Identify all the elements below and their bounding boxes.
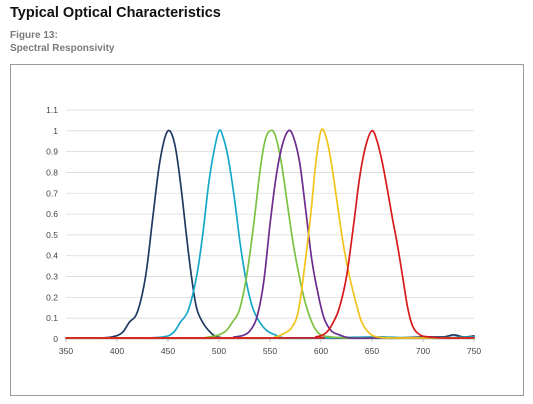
series-line-4 [65,129,475,340]
figure-title: Spectral Responsivity [10,43,115,54]
x-tick-label: 350 [59,346,73,356]
y-tick-label: 0.1 [46,313,58,323]
y-tick-label: 0.4 [46,251,58,261]
figure-number: Figure 13: [10,30,58,41]
x-tick-label: 700 [416,346,430,356]
series-line-6 [65,129,475,339]
grid-lines [66,109,474,319]
x-tick-label: 650 [365,346,379,356]
x-tick-label: 500 [212,346,226,356]
page-heading: Typical Optical Characteristics [10,5,221,21]
x-tick-label: 750 [467,346,481,356]
y-tick-label: 0.3 [46,272,58,282]
series-line-2 [65,129,475,340]
y-tick-label: 0.7 [46,188,58,198]
spectral-responsivity-chart: 0 0.1 0.2 0.3 0.4 0.5 0.6 0.7 0.8 0.9 1 1.1 350 400 45… [46,105,481,356]
x-tick-label: 600 [314,346,328,356]
y-tick-label: 0.6 [46,209,58,219]
y-tick-label: 0.5 [46,230,58,240]
series-line-3 [65,129,475,339]
tick-labels: 0 0.1 0.2 0.3 0.4 0.5 0.6 0.7 0.8 0.9 1 1.1 350 400 45… [46,105,481,356]
y-tick-label: 0.2 [46,292,58,302]
series-line-5 [65,128,475,339]
x-tick-label: 550 [263,346,277,356]
y-tick-label: 0 [53,334,58,344]
y-tick-label: 1 [53,126,58,136]
y-tick-label: 0.9 [46,147,58,157]
y-tick-label: 0.8 [46,167,58,177]
axes [65,338,475,342]
y-tick-label: 1.1 [46,105,58,115]
x-tick-label: 450 [161,346,175,356]
series-layer [65,128,475,340]
x-tick-label: 400 [110,346,124,356]
series-line-1 [65,129,475,339]
chart-frame: 0 0.1 0.2 0.3 0.4 0.5 0.6 0.7 0.8 0.9 1 1.1 350 400 45… [10,64,524,396]
